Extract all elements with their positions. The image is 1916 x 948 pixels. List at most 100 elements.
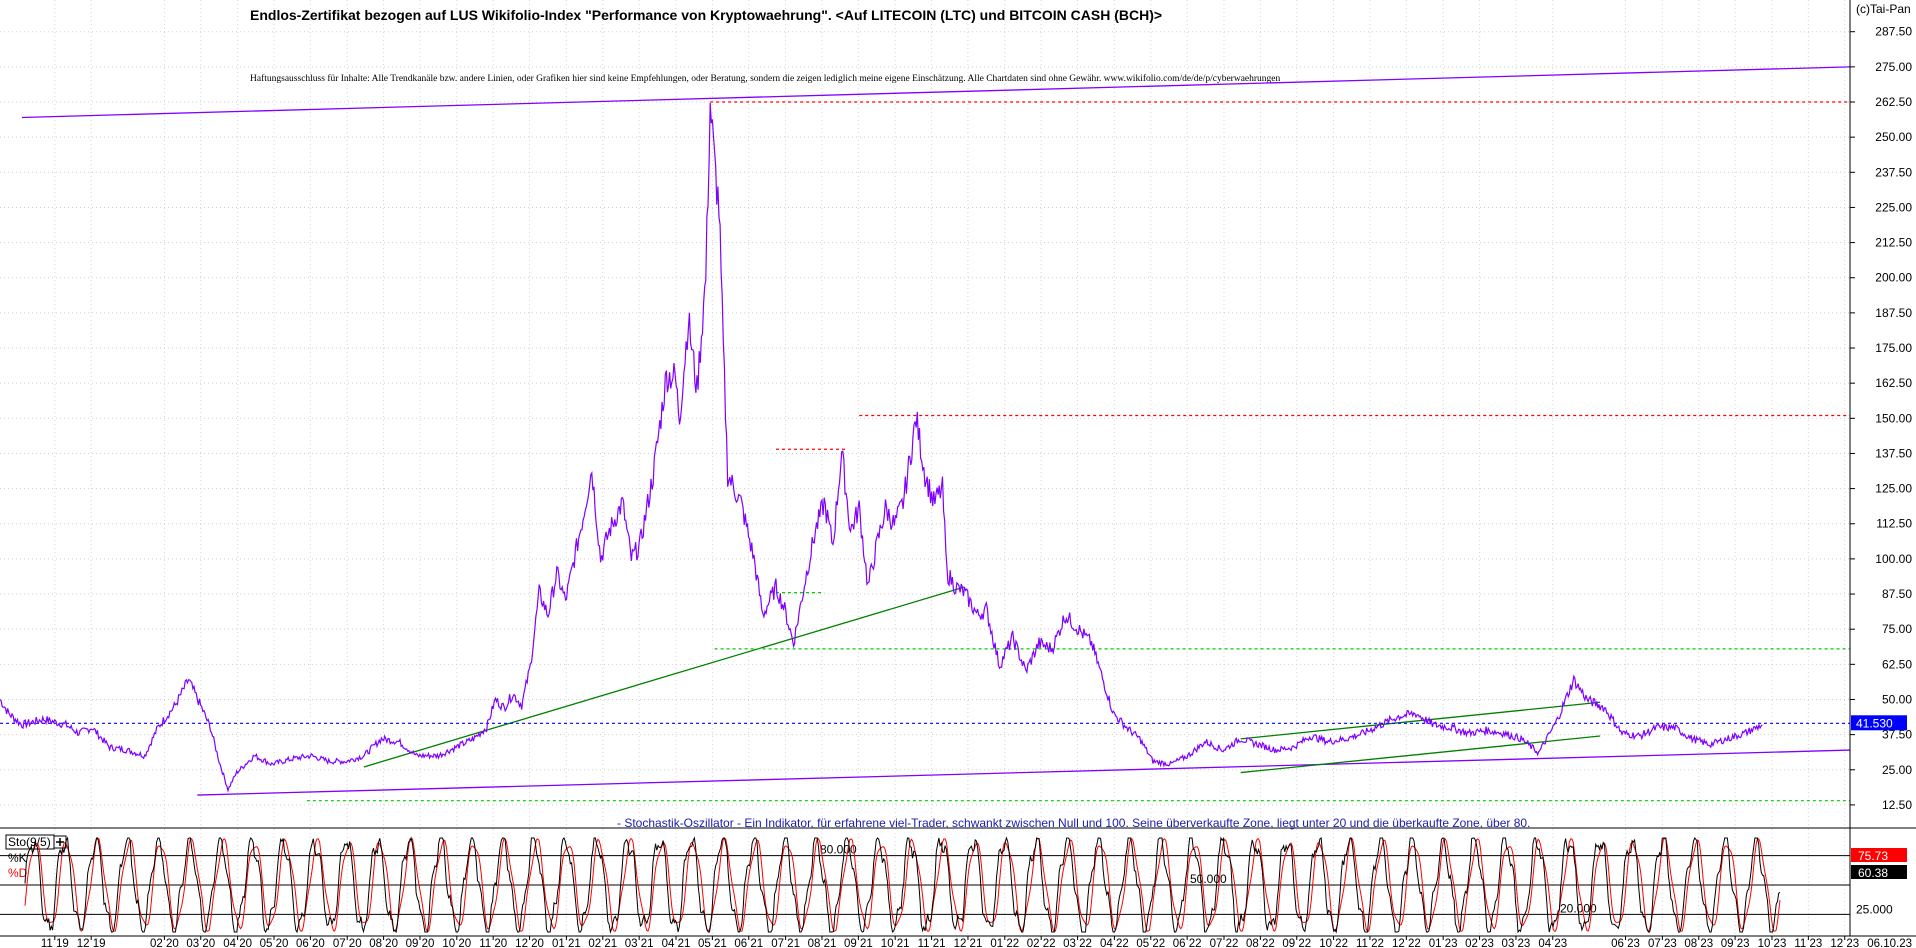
time-tick-label: 11 20 [479,938,507,948]
time-tick-label: 11 21 [918,938,946,948]
time-tick-label: 09 22 [1282,938,1311,948]
time-tick-label: 01 23 [1429,938,1458,948]
time-tick-label: 08 21 [808,938,837,948]
time-tick-label: 03 23 [1502,938,1531,948]
time-tick-label: 01 21 [552,938,581,948]
time-tick-label: 06 22 [1173,938,1202,948]
oscillator-note: - Stochastik-Oszillator - Ein Indikator,… [617,816,1530,830]
copyright-label: (c)Tai-Pan [1856,2,1911,16]
time-tick-label: 07 22 [1210,938,1239,948]
price-tick-label: 200.00 [1875,271,1912,285]
time-tick-label: 01 22 [990,938,1019,948]
price-tick-label: 212.50 [1875,236,1912,250]
time-tick-label: 02 22 [1027,938,1056,948]
time-tick-label: 09 21 [844,938,873,948]
time-tick-label: 03 21 [625,938,654,948]
time-tick-label: 12 22 [1392,938,1421,948]
time-tick-label: 04 20 [223,938,252,948]
price-tick-label: 187.50 [1875,306,1912,320]
time-tick-label: 06 20 [296,938,325,948]
price-tick-label: 25.00 [1882,763,1912,777]
price-tick-label: 250.00 [1875,130,1912,144]
time-tick-label: 04 21 [662,938,691,948]
time-tick-label: 09 20 [406,938,435,948]
time-tick-label: 12 23 [1830,938,1859,948]
time-tick-label: 12 19 [77,938,106,948]
time-tick-label: 02 20 [150,938,179,948]
price-tick-label: 62.50 [1882,657,1912,671]
oscillator-tick-label: 25.000 [1856,903,1893,917]
chart-title: Endlos-Zertifikat bezogen auf LUS Wikifo… [250,7,1162,23]
time-tick-label: 06 21 [734,938,763,948]
time-tick-label: 05 20 [260,938,289,948]
oscillator-level-label: 80.000 [820,843,857,857]
oscillator-d-line [24,838,1781,932]
price-tick-label: 87.50 [1882,587,1912,601]
oscillator-k-value: 75.73 [1858,849,1888,863]
price-tick-label: 75.00 [1882,622,1912,636]
price-tick-label: 275.00 [1875,60,1912,74]
price-tick-label: 100.00 [1875,552,1912,566]
oscillator-title: Sto(9/5) [8,835,51,849]
time-tick-label: 11 23 [1794,938,1822,948]
time-tick-label: 07 20 [333,938,362,948]
price-tick-label: 137.50 [1875,446,1912,460]
time-tick-label: 08 20 [369,938,398,948]
oscillator-k-line [24,836,1781,934]
price-tick-label: 262.50 [1875,95,1912,109]
price-tick-label: 125.00 [1875,482,1912,496]
time-axis: 11 19 12 19 02 20 03 20 04 20 05 20 06 20 07 20… [41,936,1912,948]
price-tick-label: 150.00 [1875,411,1912,425]
oscillator-d-badge [1851,865,1907,879]
oscillator-k-badge [1851,848,1907,862]
price-tick-label: 175.00 [1875,341,1912,355]
trend-line [197,749,1851,796]
time-tick-label: 04 22 [1100,938,1129,948]
time-tick-label: 11 19 [41,938,69,948]
oscillator-k-label: %K [8,851,27,865]
oscillator-d-label: %D [8,866,28,880]
time-tick-label: 07 23 [1648,938,1677,948]
price-tick-label: 287.50 [1875,25,1912,39]
trendlines [0,66,1851,802]
price-tick-label: 12.50 [1882,798,1912,812]
oscillator-level-label: 50.000 [1190,872,1227,886]
trend-line [21,66,1851,119]
time-tick-label: 12 21 [954,938,983,948]
time-tick-label: 08 23 [1684,938,1713,948]
time-tick-label: 07 21 [771,938,800,948]
time-tick-label: 11 22 [1356,938,1384,948]
disclaimer-text: Haftungsausschluss für Inhalte: Alle Tre… [250,73,1281,84]
time-tick-label: 09 23 [1721,938,1750,948]
time-tick-label: 03 22 [1063,938,1092,948]
time-tick-label: 10 20 [442,938,471,948]
time-tick-label: 02 21 [588,938,617,948]
price-tick-label: 225.00 [1875,200,1912,214]
time-axis-current-date: 06.10.23 [1867,938,1912,948]
price-tick-label: 162.50 [1875,376,1912,390]
time-tick-label: 02 23 [1465,938,1494,948]
time-tick-label: 08 22 [1246,938,1275,948]
price-tick-label: 112.50 [1876,517,1912,531]
trend-line [363,586,965,768]
price-tick-label: 37.50 [1882,728,1912,742]
oscillator-series-group [24,836,1781,934]
time-tick-label: 04 23 [1538,938,1567,948]
time-tick-label: 10 22 [1319,938,1348,948]
time-tick-label: 05 21 [698,938,727,948]
time-tick-label: 10 23 [1758,938,1787,948]
price-axis: 12.50 25.00 37.50 50.00 62.50 75.00 87.50 100.0… [1850,25,1912,812]
time-tick-label: 12 20 [515,938,544,948]
price-series-line [0,102,1763,793]
time-tick-label: 03 20 [186,938,215,948]
last-value-label: 41.530 [1856,716,1893,730]
price-series-group [0,102,1763,793]
price-grid [0,0,1850,827]
price-tick-label: 237.50 [1875,165,1912,179]
time-tick-label: 05 22 [1136,938,1165,948]
last-value-badge [1851,715,1907,731]
trend-line [1240,701,1601,740]
